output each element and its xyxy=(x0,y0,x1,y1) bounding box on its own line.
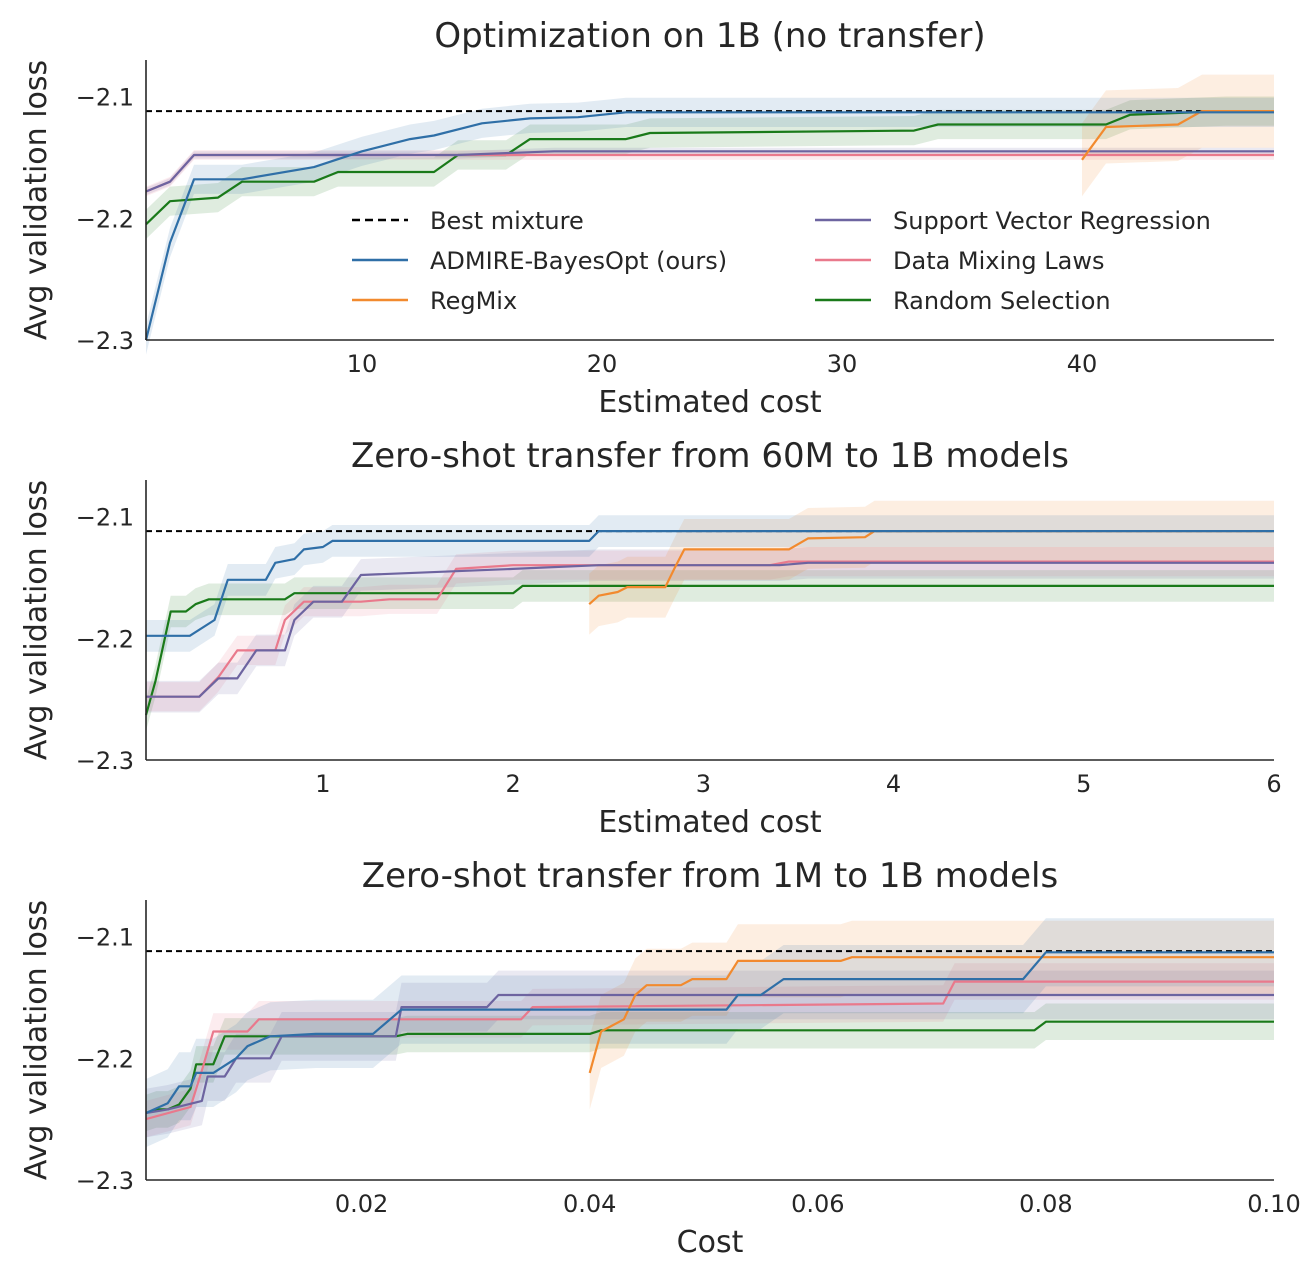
right-mask xyxy=(1275,440,1312,780)
x-tick-label: 4 xyxy=(886,770,901,798)
y-tick-label: −2.1 xyxy=(76,924,134,952)
series-line-admire xyxy=(146,530,1274,637)
series-line-regmix xyxy=(1081,110,1274,161)
y-tick-label: −2.3 xyxy=(76,747,134,775)
series-line-svr xyxy=(145,993,1274,1115)
x-tick-label: 0.10 xyxy=(1247,1190,1300,1218)
band-admire xyxy=(146,918,1274,1148)
x-tick-label: 1 xyxy=(315,770,330,798)
band-random xyxy=(146,1003,1274,1132)
y-tick-label: −2.1 xyxy=(76,504,134,532)
series-line-random xyxy=(144,584,1274,716)
series-line-random xyxy=(145,110,1274,226)
y-tick-label: −2.2 xyxy=(76,205,134,233)
left-mask xyxy=(0,860,145,1200)
chart-title: Zero-shot transfer from 1M to 1B models xyxy=(362,856,1058,896)
chart-title: Zero-shot transfer from 60M to 1B models xyxy=(351,436,1069,476)
y-tick-label: −2.2 xyxy=(76,1045,134,1073)
x-tick-label: 0.08 xyxy=(1019,1190,1072,1218)
right-mask xyxy=(1275,20,1312,360)
x-tick-label: 0.04 xyxy=(563,1190,616,1218)
y-tick-label: −2.2 xyxy=(76,625,134,653)
x-axis-label: Estimated cost xyxy=(598,385,822,420)
x-tick-label: 5 xyxy=(1076,770,1091,798)
y-tick-label: −2.3 xyxy=(76,327,134,355)
series-line-svr xyxy=(146,561,1274,698)
y-tick-label: −2.1 xyxy=(76,84,134,112)
series-line-regmix xyxy=(588,530,1274,606)
x-tick-label: 20 xyxy=(587,350,618,378)
x-axis-label: Cost xyxy=(677,1225,744,1260)
series-line-admire xyxy=(144,111,1274,341)
legend-label-random: Random Selection xyxy=(893,287,1111,315)
chart-panel-2: −2.3 −2.2 −2.1 1 2 3 4 5 6 Zero-shot transfer fro… xyxy=(0,436,1312,840)
band-admire xyxy=(146,515,1274,652)
band-dml xyxy=(146,547,1274,712)
y-axis-label: Avg validation loss xyxy=(19,60,54,340)
legend-label-svr: Support Vector Regression xyxy=(893,207,1211,235)
x-tick-label: 0.02 xyxy=(335,1190,388,1218)
y-axis-label: Avg validation loss xyxy=(19,900,54,1180)
y-tick-label: −2.3 xyxy=(76,1167,134,1195)
series-line-admire xyxy=(145,951,1274,1115)
legend-label-dml: Data Mixing Laws xyxy=(893,247,1104,275)
band-svr xyxy=(146,970,1274,1138)
series-line-dml xyxy=(145,980,1274,1121)
chart-panel-1: −2.3 −2.2 −2.1 10 20 30 40 Optimization on 1B (… xyxy=(0,16,1312,420)
band-random xyxy=(146,96,1274,239)
chart-panel-3: −2.3 −2.2 −2.1 0.02 0.04 0.06 0.08 0.10 Zero-sho… xyxy=(0,856,1312,1260)
y-axis-label: Avg validation loss xyxy=(19,480,54,760)
x-tick-label: 6 xyxy=(1266,770,1281,798)
panels: −2.3 −2.2 −2.1 10 20 30 40 Optimization on 1B (… xyxy=(0,16,1312,1260)
left-mask xyxy=(0,20,145,360)
x-tick-label: 2 xyxy=(505,770,520,798)
band-regmix xyxy=(1082,74,1274,197)
legend: Best mixture ADMIRE-BayesOpt (ours) RegMix… xyxy=(352,207,1211,315)
band-admire xyxy=(146,97,1274,355)
left-mask xyxy=(0,440,145,780)
x-tick-label: 40 xyxy=(1067,350,1098,378)
band-regmix xyxy=(589,920,1274,1110)
band-svr xyxy=(146,147,1274,196)
band-regmix xyxy=(589,500,1274,635)
chart-title: Optimization on 1B (no transfer) xyxy=(434,16,985,56)
x-axis-label: Estimated cost xyxy=(598,805,822,840)
legend-label-admire: ADMIRE-BayesOpt (ours) xyxy=(430,247,727,275)
legend-label-best: Best mixture xyxy=(430,207,584,235)
legend-label-regmix: RegMix xyxy=(430,287,517,315)
right-mask xyxy=(1275,860,1312,1200)
x-tick-label: 3 xyxy=(696,770,711,798)
series-line-svr xyxy=(145,150,1274,193)
x-tick-label: 10 xyxy=(347,350,378,378)
x-tick-label: 30 xyxy=(827,350,858,378)
series-line-regmix xyxy=(588,956,1274,1074)
x-tick-label: 0.06 xyxy=(791,1190,844,1218)
